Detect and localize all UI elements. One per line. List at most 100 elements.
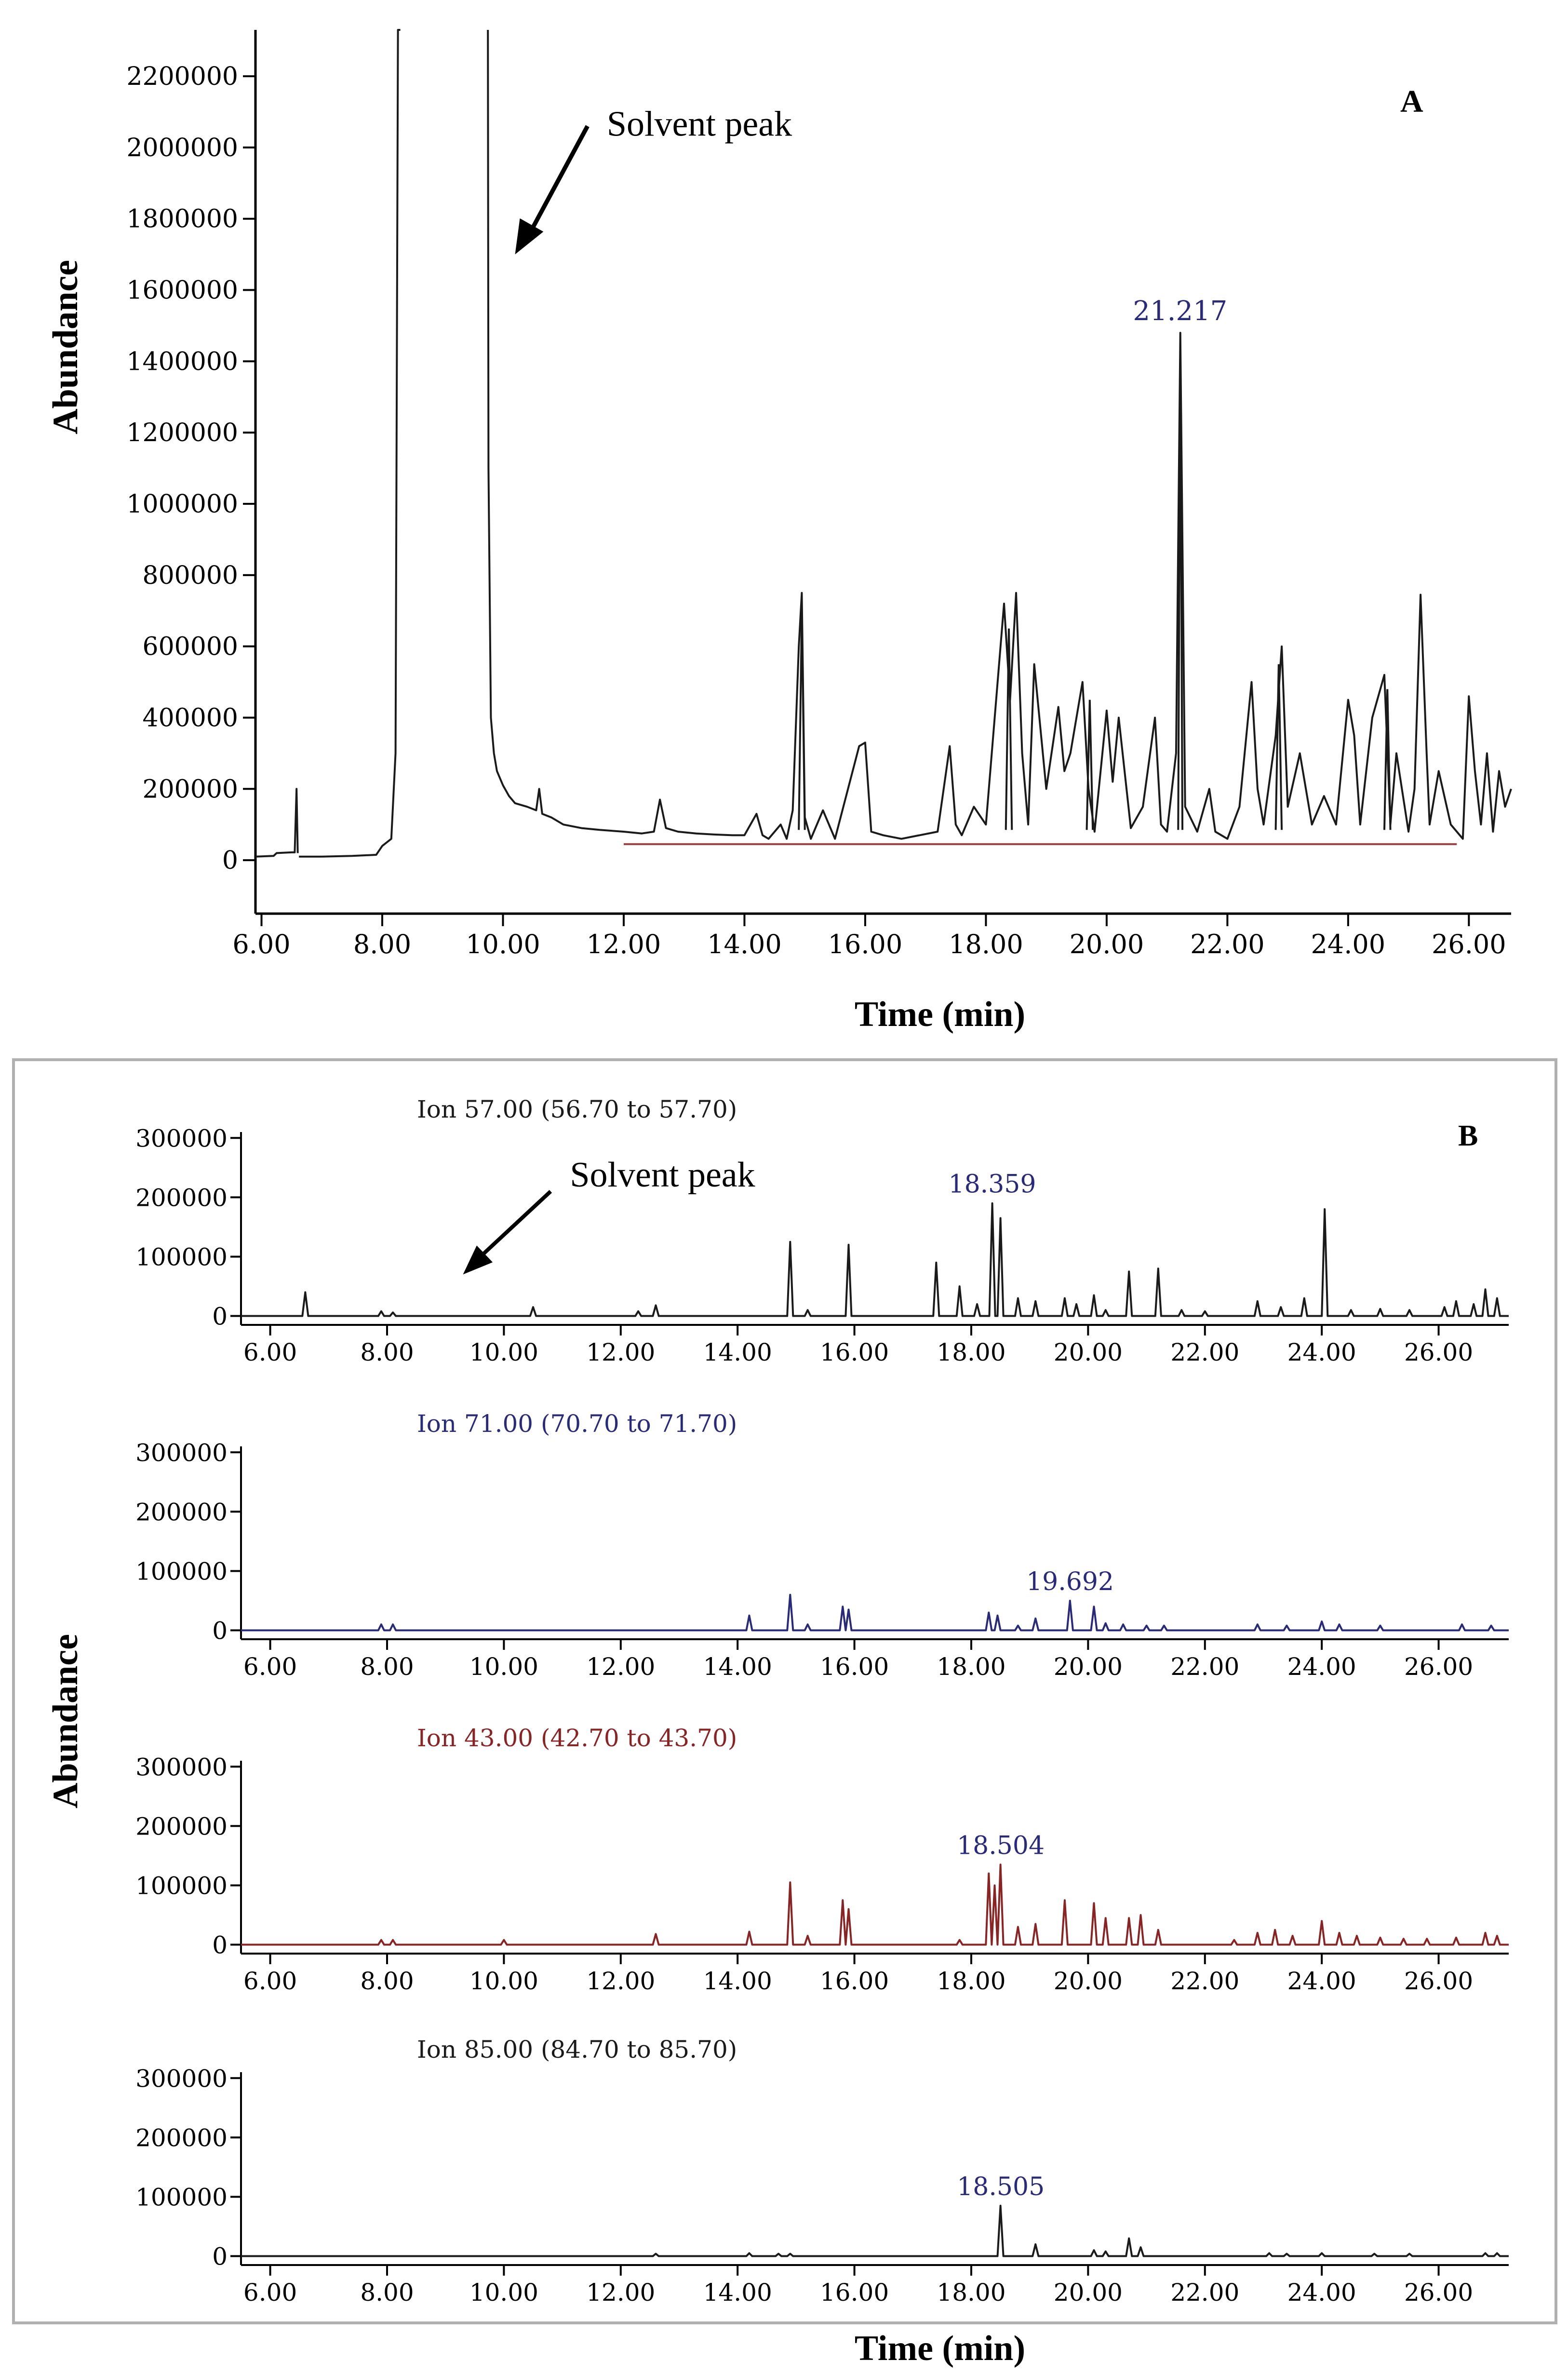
panel-a-x-tick-label: 24.00 — [1311, 929, 1386, 959]
panel-b-x-tick-label: 20.00 — [1054, 1338, 1123, 1366]
panel-a-chromatogram-trace — [487, 29, 1512, 840]
panel-a-solvent-peak-annotation: Solvent peak — [607, 105, 792, 144]
panel-b-x-tick-label: 18.00 — [937, 1967, 1005, 1995]
panel-a-x-tick-label: 8.00 — [353, 929, 411, 959]
panel-b-x-tick-label: 6.00 — [243, 1967, 297, 1995]
panel-b-x-tick-label: 10.00 — [469, 2279, 538, 2307]
panel-a-x-tick-label: 20.00 — [1070, 929, 1144, 959]
panel-a-peak-label: 21.217 — [1133, 296, 1227, 327]
panel-b-ion-title: Ion 57.00 (56.70 to 57.70) — [417, 1095, 737, 1123]
panel-a-label: A — [1400, 84, 1423, 119]
panel-b-ion-trace — [241, 2204, 1509, 2257]
panel-b-x-tick-label: 12.00 — [586, 2279, 655, 2307]
panel-b-y-tick-label: 100000 — [135, 2183, 228, 2211]
panel-b-frame — [12, 1058, 1557, 2324]
panel-b-x-tick-label: 18.00 — [937, 1653, 1005, 1681]
panel-b-x-tick-label: 16.00 — [820, 1653, 889, 1681]
panel-b-x-tick-label: 8.00 — [360, 1653, 414, 1681]
panel-b-x-tick-label: 16.00 — [820, 2279, 889, 2307]
panel-b-x-tick-label: 26.00 — [1404, 1653, 1473, 1681]
panel-b-peak-label: 19.692 — [1026, 1567, 1114, 1596]
panel-a-peak — [798, 610, 806, 830]
panel-b-label: B — [1458, 1120, 1478, 1152]
panel-a-y-axis-label: Abundance — [46, 260, 85, 434]
panel-a-y-tick-label: 1800000 — [126, 205, 238, 234]
panel-a-peak — [1383, 689, 1392, 830]
panel-a-x-tick-label: 10.00 — [466, 929, 540, 959]
panel-a-x-tick-label: 12.00 — [587, 929, 661, 959]
panel-b-y-tick-label: 300000 — [135, 1439, 228, 1467]
panel-a-y-tick-label: 1000000 — [126, 490, 238, 519]
panel-b-x-tick-label: 14.00 — [703, 1967, 772, 1995]
panel-b-x-tick-label: 16.00 — [820, 1967, 889, 1995]
panel-a-solvent-arrow — [523, 125, 590, 242]
panel-a-y-tick-label: 2000000 — [126, 134, 238, 162]
panel-b-y-tick-label: 0 — [212, 1931, 228, 1959]
panel-a-y-tick-label: 2200000 — [126, 62, 238, 91]
panel-b-y-tick-label: 100000 — [135, 1557, 228, 1585]
panel-a-x-tick-label: 26.00 — [1432, 929, 1506, 959]
panel-b-x-tick-label: 6.00 — [243, 2279, 297, 2307]
panel-b-subplot-3: 0 100000 200000 300000 6.00 8.00 10.00 12.00 14.… — [135, 1724, 1509, 1995]
panel-b-y-tick-label: 300000 — [135, 1753, 228, 1781]
panel-b-ion-title: Ion 71.00 (70.70 to 71.70) — [417, 1410, 737, 1438]
panel-a-tick-labels: 0 200000 400000 600000 800000 1000000 1200000 1… — [126, 62, 1506, 959]
panel-b-y-tick-label: 300000 — [135, 2064, 228, 2092]
panel-a-y-tick-label: 0 — [222, 846, 238, 875]
panel-b-x-tick-label: 24.00 — [1287, 1338, 1356, 1366]
panel-b-solvent-arrow — [471, 1190, 552, 1266]
panel-b-peak-label: 18.359 — [949, 1170, 1036, 1199]
panel-a-y-tick-label: 200000 — [142, 775, 238, 804]
panel-b-y-axis-label: Abundance — [46, 1634, 85, 1808]
panel-b-y-tick-label: 100000 — [135, 1872, 228, 1900]
panel-b-y-tick-label: 0 — [212, 2243, 228, 2271]
panel-b-extracted-ion-chromatograms: 0 100000 200000 300000 6.00 8.00 10.00 12.00 14.… — [46, 1095, 1509, 2368]
panel-b-x-tick-label: 16.00 — [820, 1338, 889, 1366]
panel-a-y-tick-label: 600000 — [142, 633, 238, 661]
panel-b-y-tick-label: 0 — [212, 1617, 228, 1645]
panel-a-y-tick-label: 1600000 — [126, 276, 238, 305]
panel-a-y-tick-label: 800000 — [142, 561, 238, 590]
panel-a-x-axis-label: Time (min) — [855, 995, 1025, 1034]
panel-b-x-tick-label: 26.00 — [1404, 1338, 1473, 1366]
panel-b-subplot-1: 0 100000 200000 300000 6.00 8.00 10.00 12.00 14.… — [135, 1095, 1509, 1366]
panel-b-x-tick-label: 18.00 — [937, 2279, 1005, 2307]
panel-b-x-tick-label: 14.00 — [703, 1338, 772, 1366]
panel-b-x-tick-label: 8.00 — [360, 1967, 414, 1995]
panel-b-solvent-peak-annotation: Solvent peak — [570, 1155, 755, 1195]
panel-b-x-tick-label: 8.00 — [360, 2279, 414, 2307]
panel-b-subplots: 0 100000 200000 300000 6.00 8.00 10.00 12.00 14.… — [135, 1095, 1509, 2307]
panel-b-x-tick-label: 20.00 — [1054, 2279, 1123, 2307]
panel-b-solvent-arrowhead — [463, 1245, 493, 1275]
panel-b-x-tick-label: 26.00 — [1404, 2279, 1473, 2307]
panel-b-x-tick-label: 22.00 — [1170, 1653, 1239, 1681]
panel-a-x-tick-label: 18.00 — [949, 929, 1023, 959]
panel-b-x-tick-label: 22.00 — [1170, 1338, 1239, 1366]
panel-a-y-tick-label: 400000 — [142, 703, 238, 732]
panel-b-x-tick-label: 26.00 — [1404, 1967, 1473, 1995]
panel-b-y-tick-label: 200000 — [135, 1812, 228, 1840]
panel-b-x-tick-label: 24.00 — [1287, 2279, 1356, 2307]
panel-a-plot-area — [255, 29, 1512, 858]
panel-a-chromatogram-trace — [299, 29, 401, 858]
panel-a-y-tick-label: 1200000 — [126, 418, 238, 447]
panel-b-subplot-4: 0 100000 200000 300000 6.00 8.00 10.00 12.00 14.… — [135, 2036, 1509, 2307]
panel-b-x-tick-label: 6.00 — [243, 1653, 297, 1681]
panel-b-subplot-2: 0 100000 200000 300000 6.00 8.00 10.00 12.00 14.… — [135, 1410, 1509, 1681]
panel-b-peak-label: 18.504 — [957, 1831, 1045, 1860]
panel-b-x-tick-label: 6.00 — [243, 1338, 297, 1366]
panel-b-x-tick-label: 20.00 — [1054, 1967, 1123, 1995]
panel-b-x-tick-label: 12.00 — [586, 1338, 655, 1366]
panel-a-chromatogram-trace — [255, 788, 299, 858]
panel-a-peak — [1177, 347, 1184, 830]
panel-b-y-tick-label: 200000 — [135, 2124, 228, 2152]
panel-a-peak — [1086, 700, 1094, 830]
panel-a-y-tick-label: 1400000 — [126, 347, 238, 376]
panel-a-solvent-arrowhead — [515, 218, 544, 255]
panel-b-x-tick-label: 14.00 — [703, 1653, 772, 1681]
panel-b-x-tick-label: 8.00 — [360, 1338, 414, 1366]
panel-b-ion-trace — [241, 1863, 1509, 1946]
panel-b-y-tick-label: 0 — [212, 1303, 228, 1331]
panel-a-total-ion-chromatogram: 0 200000 400000 600000 800000 1000000 1200000 1… — [46, 29, 1512, 1034]
